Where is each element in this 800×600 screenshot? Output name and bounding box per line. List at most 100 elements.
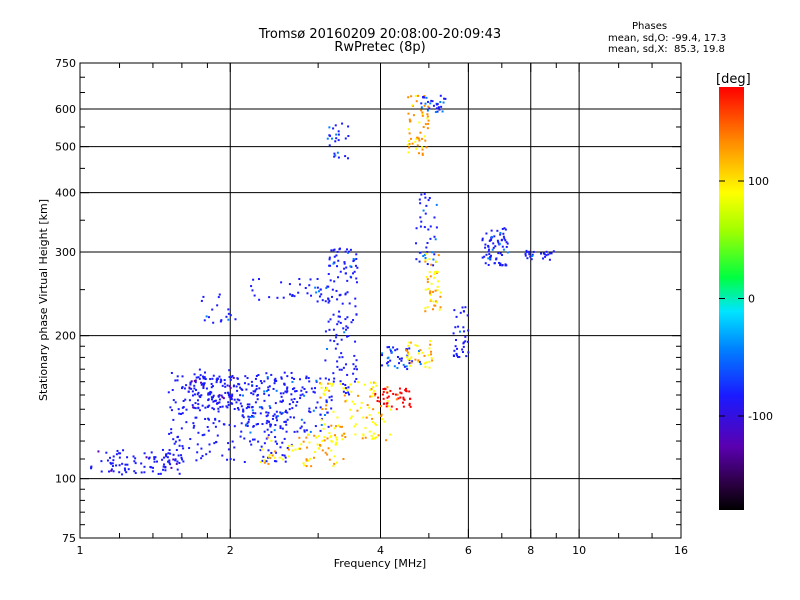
data-point (267, 394, 270, 397)
data-point (493, 262, 496, 265)
data-point (372, 436, 375, 439)
data-point (429, 275, 432, 278)
data-point (354, 433, 357, 436)
data-point (212, 408, 215, 411)
data-point (194, 407, 197, 410)
data-point (439, 101, 442, 104)
data-point (410, 361, 413, 364)
data-point (161, 448, 164, 451)
data-point (197, 407, 200, 410)
data-point (427, 105, 430, 108)
data-point (291, 388, 294, 391)
data-point (317, 290, 320, 293)
data-point (427, 228, 430, 231)
data-point (425, 96, 428, 99)
data-point (268, 385, 271, 388)
data-point (326, 347, 329, 350)
data-point (335, 333, 338, 336)
data-point (420, 193, 423, 196)
data-point (380, 413, 383, 416)
data-point (174, 401, 177, 404)
data-point (421, 351, 424, 354)
data-point (353, 354, 356, 357)
data-point (270, 373, 273, 376)
data-point (345, 328, 348, 331)
data-point (436, 301, 439, 304)
data-point (496, 239, 499, 242)
data-point (372, 432, 375, 435)
data-point (195, 416, 198, 419)
data-point (332, 313, 335, 316)
data-point (484, 243, 487, 246)
data-point (275, 416, 278, 419)
data-point (194, 381, 197, 384)
data-point (250, 285, 253, 288)
data-point (424, 256, 427, 259)
data-point (218, 401, 221, 404)
data-point (281, 411, 284, 414)
data-point (288, 403, 291, 406)
data-point (232, 458, 235, 461)
data-point (252, 278, 255, 281)
data-point (218, 293, 221, 296)
data-point (299, 427, 302, 430)
data-point (206, 425, 209, 428)
data-point (344, 272, 347, 275)
data-point (325, 287, 328, 290)
data-point (193, 406, 196, 409)
data-point (164, 466, 167, 469)
data-point (127, 468, 130, 471)
data-point (423, 104, 426, 107)
data-point (397, 397, 400, 400)
data-point (337, 259, 340, 262)
data-point (219, 381, 222, 384)
data-point (185, 384, 188, 387)
data-point (291, 449, 294, 452)
data-point (423, 192, 426, 195)
data-point (312, 409, 315, 412)
data-point (528, 250, 531, 253)
data-point (525, 251, 528, 254)
data-point (212, 400, 215, 403)
data-point (191, 394, 194, 397)
data-point (229, 394, 232, 397)
chart-title: Tromsø 20160209 20:08:00-20:09:43 (258, 27, 502, 42)
data-point (225, 405, 228, 408)
data-point (329, 436, 332, 439)
data-point (427, 119, 430, 122)
data-point (195, 376, 198, 379)
data-point (288, 283, 291, 286)
data-point (124, 469, 127, 472)
data-point (246, 422, 249, 425)
data-point (428, 271, 431, 274)
data-point (181, 387, 184, 390)
data-point (126, 463, 129, 466)
data-point (258, 387, 261, 390)
data-point (316, 401, 319, 404)
data-point (381, 393, 384, 396)
data-point (433, 253, 436, 256)
data-point (419, 363, 422, 366)
data-point (341, 434, 344, 437)
data-point (336, 365, 339, 368)
data-point (202, 385, 205, 388)
data-point (273, 456, 276, 459)
data-point (417, 360, 420, 363)
data-point (346, 335, 349, 338)
data-point (335, 254, 338, 257)
data-point (236, 398, 239, 401)
data-point (291, 376, 294, 379)
data-point (231, 402, 234, 405)
data-point (143, 471, 146, 474)
data-point (489, 239, 492, 242)
data-point (239, 435, 242, 438)
data-point (334, 140, 337, 143)
data-point (256, 422, 259, 425)
data-point (196, 443, 199, 446)
data-point (293, 387, 296, 390)
data-point (189, 438, 192, 441)
data-point (236, 407, 239, 410)
data-point (191, 390, 194, 393)
data-point (372, 386, 375, 389)
data-point (548, 258, 551, 261)
